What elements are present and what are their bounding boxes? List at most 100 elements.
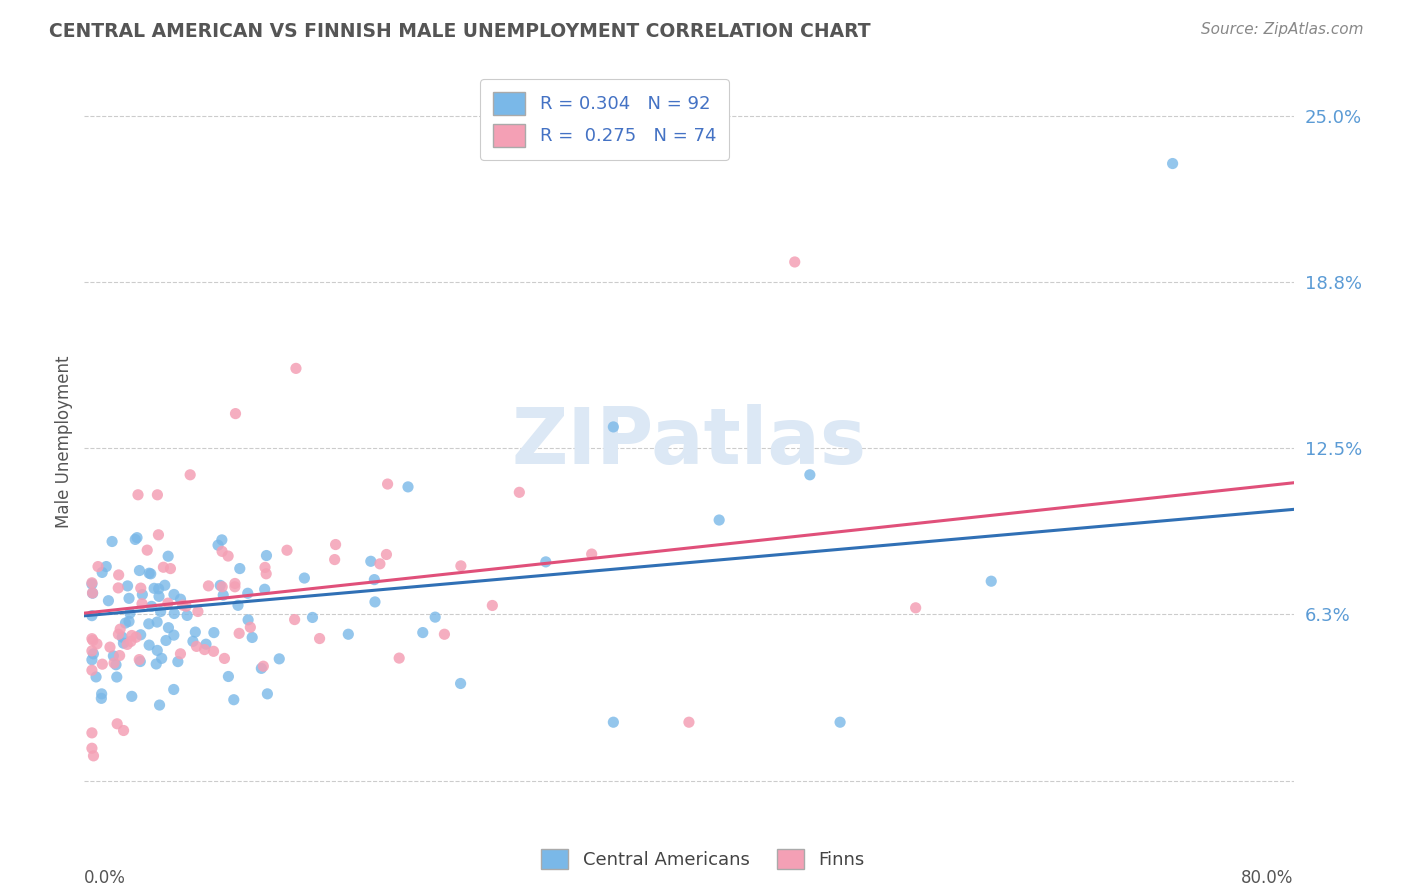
Point: [360, 554, 382, 568]
Point: [121, 628, 143, 642]
Point: [602, 420, 624, 434]
Point: [138, 616, 160, 631]
Point: [450, 558, 472, 573]
Point: [195, 637, 218, 651]
Point: [82, 586, 104, 600]
Point: [80, 575, 103, 590]
Point: [82, 748, 104, 763]
Point: [176, 608, 198, 623]
Point: [159, 561, 181, 575]
Point: [96, 559, 118, 574]
Point: [80, 653, 103, 667]
Point: [107, 627, 129, 641]
Point: [253, 582, 276, 597]
Point: [121, 690, 143, 704]
Point: [131, 588, 153, 602]
Point: [284, 613, 307, 627]
Legend: R = 0.304   N = 92, R =  0.275   N = 74: R = 0.304 N = 92, R = 0.275 N = 74: [481, 79, 730, 160]
Point: [481, 599, 503, 613]
Point: [155, 633, 177, 648]
Point: [167, 655, 190, 669]
Point: [363, 573, 385, 587]
Point: [152, 560, 174, 574]
Point: [207, 538, 229, 552]
Text: Source: ZipAtlas.com: Source: ZipAtlas.com: [1201, 22, 1364, 37]
Point: [112, 636, 135, 650]
Point: [368, 557, 391, 571]
Point: [118, 591, 141, 606]
Point: [253, 560, 276, 574]
Point: [112, 723, 135, 738]
Point: [115, 637, 138, 651]
Point: [211, 533, 233, 547]
Legend: Central Americans, Finns: Central Americans, Finns: [533, 839, 873, 879]
Point: [364, 595, 387, 609]
Point: [118, 615, 141, 629]
Point: [236, 586, 259, 600]
Point: [396, 480, 419, 494]
Point: [91, 657, 114, 672]
Point: [125, 531, 148, 545]
Point: [323, 552, 346, 566]
Point: [118, 607, 141, 621]
Point: [783, 255, 806, 269]
Point: [425, 610, 447, 624]
Point: [90, 687, 112, 701]
Point: [143, 582, 166, 596]
Point: [508, 485, 530, 500]
Point: [108, 648, 131, 663]
Point: [186, 640, 208, 654]
Text: CENTRAL AMERICAN VS FINNISH MALE UNEMPLOYMENT CORRELATION CHART: CENTRAL AMERICAN VS FINNISH MALE UNEMPLO…: [49, 22, 870, 41]
Point: [433, 627, 456, 641]
Point: [174, 599, 197, 614]
Point: [150, 651, 173, 665]
Point: [108, 622, 131, 636]
Point: [148, 528, 170, 542]
Point: [256, 687, 278, 701]
Point: [105, 670, 128, 684]
Point: [129, 581, 152, 595]
Point: [184, 625, 207, 640]
Point: [172, 598, 194, 612]
Point: [82, 586, 104, 600]
Point: [980, 574, 1002, 589]
Point: [148, 590, 170, 604]
Point: [581, 547, 603, 561]
Point: [240, 631, 263, 645]
Point: [124, 533, 146, 547]
Point: [87, 559, 110, 574]
Point: [149, 605, 172, 619]
Point: [250, 661, 273, 675]
Point: [146, 615, 169, 629]
Point: [450, 676, 472, 690]
Point: [131, 597, 153, 611]
Point: [269, 652, 291, 666]
Point: [377, 477, 399, 491]
Point: [148, 582, 170, 596]
Point: [127, 488, 149, 502]
Point: [229, 561, 252, 575]
Point: [225, 407, 247, 421]
Point: [187, 605, 209, 619]
Point: [169, 647, 191, 661]
Point: [1161, 156, 1184, 170]
Point: [91, 566, 114, 580]
Point: [148, 698, 170, 712]
Point: [308, 632, 330, 646]
Point: [388, 651, 411, 665]
Point: [163, 587, 186, 601]
Point: [86, 637, 108, 651]
Point: [128, 564, 150, 578]
Point: [129, 655, 152, 669]
Point: [276, 543, 298, 558]
Text: 80.0%: 80.0%: [1241, 869, 1294, 887]
Point: [80, 632, 103, 646]
Point: [80, 663, 103, 677]
Point: [193, 642, 215, 657]
Point: [252, 659, 274, 673]
Point: [163, 607, 186, 621]
Point: [82, 633, 104, 648]
Point: [254, 566, 277, 581]
Point: [90, 691, 112, 706]
Point: [163, 628, 186, 642]
